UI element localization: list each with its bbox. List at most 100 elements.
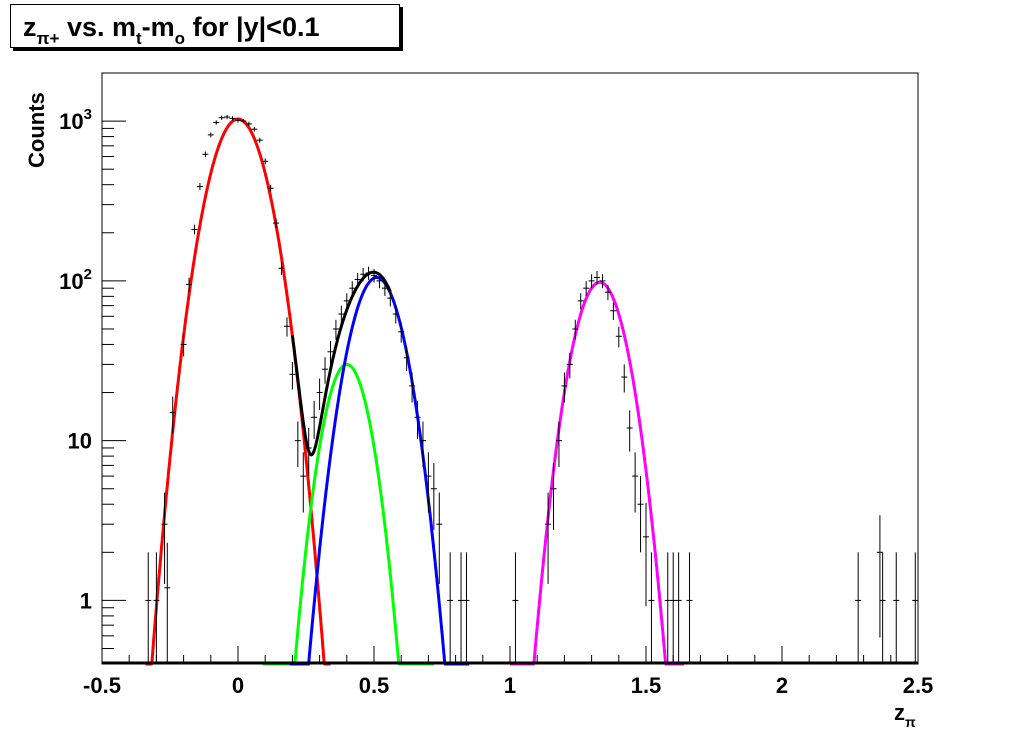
data-point (262, 158, 269, 165)
data-point (583, 281, 590, 296)
data-point (169, 396, 176, 434)
data-point (512, 552, 519, 664)
chart-title-text-part: -m (142, 12, 175, 42)
x-tick-label: 2.5 (903, 673, 934, 698)
data-point (365, 266, 372, 280)
data-point (675, 552, 682, 664)
data-point (458, 552, 465, 664)
data-point (555, 421, 562, 468)
data-point (912, 552, 919, 664)
data-point (224, 114, 231, 120)
fit-curve-4 (290, 270, 392, 457)
x-tick-label: 0.5 (359, 673, 390, 698)
data-point (566, 352, 573, 379)
data-point (376, 274, 383, 289)
data-point (229, 116, 236, 121)
data-point (430, 463, 437, 530)
chart-title-text: zπ+ vs. mt-mo for |y|<0.1 (23, 12, 319, 48)
x-axis-title-text-part: π (905, 714, 916, 730)
data-point (338, 305, 345, 324)
data-point (398, 322, 405, 343)
data-point (360, 267, 367, 282)
x-tick-label: 1 (504, 673, 516, 698)
data-point (371, 269, 377, 283)
data-point (354, 272, 361, 287)
data-point (637, 476, 644, 553)
data-point (153, 552, 160, 664)
data-point (332, 319, 339, 340)
data-point (615, 326, 622, 348)
data-point (327, 341, 334, 365)
data-point (588, 274, 595, 289)
data-point (621, 364, 628, 393)
data-point (316, 378, 323, 411)
data-point (180, 334, 187, 357)
data-point (311, 400, 318, 439)
data-point (643, 502, 649, 607)
y-axis-title: Counts (24, 92, 49, 168)
data-point (256, 137, 263, 143)
data-point (349, 281, 356, 296)
data-point (409, 372, 416, 403)
data-point (294, 421, 301, 468)
data-point (876, 515, 883, 638)
data-point (648, 552, 655, 664)
data-point (879, 552, 886, 664)
data-point (664, 552, 671, 664)
x-axis-title: zπ (894, 700, 916, 730)
y-tick-exponent: 3 (84, 106, 92, 123)
data-point (561, 372, 568, 403)
data-point (594, 271, 601, 285)
data-point (403, 346, 410, 372)
data-point (267, 184, 274, 192)
data-point (436, 492, 443, 584)
data-point (196, 183, 203, 191)
fit-curve-3 (508, 280, 686, 666)
y-tick-base: 10 (59, 269, 83, 294)
data-point (545, 492, 552, 584)
y-tick-exponent: 2 (84, 266, 92, 283)
data-point (161, 492, 168, 584)
chart-title-text-part: for |y|<0.1 (185, 12, 319, 42)
chart-title-text-part: vs. m (59, 12, 136, 42)
y-tick-label: 1 (80, 588, 92, 613)
data-point (419, 421, 426, 468)
data-point (240, 118, 247, 124)
data-point (392, 305, 399, 324)
data-point (572, 319, 579, 340)
data-point (207, 132, 214, 138)
x-axis-title-text-part: z (894, 700, 905, 725)
data-point (191, 224, 198, 235)
data-point (278, 262, 285, 275)
data-point (610, 302, 617, 320)
data-point (670, 552, 677, 664)
x-axis: -0.5 0 0.5 1 1.5 2 2.5 (83, 646, 933, 698)
data-point (289, 361, 296, 390)
data-point (550, 463, 557, 530)
data-point (343, 293, 350, 310)
data-point (218, 115, 225, 120)
data-point (235, 118, 241, 123)
data-point (387, 290, 394, 307)
data-point (414, 400, 421, 439)
data-point (145, 552, 152, 664)
y-tick-label: 103 (59, 106, 92, 134)
data-point (300, 452, 307, 513)
data-point (305, 427, 312, 477)
data-point (251, 126, 258, 132)
x-axis-title-text: zπ (894, 700, 916, 730)
data-points (145, 114, 919, 664)
data-point (283, 317, 290, 337)
data-point (632, 452, 639, 513)
x-tick-label: -0.5 (83, 673, 121, 698)
chart-title-text-part: π+ (37, 29, 60, 48)
x-tick-label: 1.5 (631, 673, 662, 698)
chart-title-text-part: o (175, 29, 185, 48)
data-point (381, 281, 388, 296)
data-point (686, 552, 693, 664)
chart-title-box: zπ+ vs. mt-mo for |y|<0.1 (10, 4, 400, 48)
data-point (245, 121, 252, 127)
data-point (893, 552, 900, 664)
